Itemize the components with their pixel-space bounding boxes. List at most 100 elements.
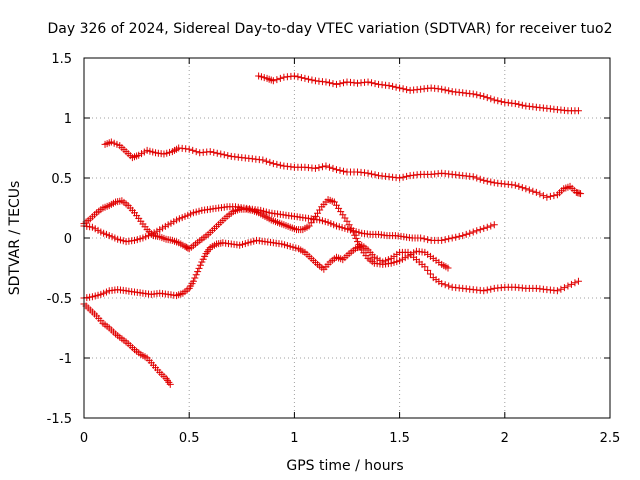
data-point xyxy=(184,244,192,252)
data-point xyxy=(473,227,481,235)
data-point xyxy=(259,156,267,164)
data-point xyxy=(490,221,498,229)
data-point xyxy=(189,146,197,154)
data-point xyxy=(473,91,481,99)
data-point xyxy=(473,174,481,182)
data-point xyxy=(269,77,277,85)
data-point xyxy=(426,270,434,278)
data-point xyxy=(385,82,393,90)
data-point xyxy=(336,80,344,88)
data-point xyxy=(308,76,316,84)
data-point xyxy=(497,98,505,106)
data-point xyxy=(494,97,502,105)
data-point xyxy=(532,188,540,196)
data-point xyxy=(445,87,453,95)
series-arc-5 xyxy=(80,236,582,302)
data-point xyxy=(480,92,488,100)
y-axis-label: SDTVAR / TECUs xyxy=(7,181,23,296)
y-tick-label: 1 xyxy=(64,112,72,127)
data-point xyxy=(417,234,425,242)
data-point xyxy=(399,173,407,181)
x-tick-label: 1.5 xyxy=(389,431,410,446)
data-point xyxy=(297,74,305,82)
data-point xyxy=(399,85,407,93)
data-point xyxy=(577,190,585,198)
data-point xyxy=(304,75,312,83)
data-point xyxy=(518,184,526,192)
series-arc-2 xyxy=(101,138,585,201)
data-point xyxy=(567,280,575,288)
data-point xyxy=(371,171,379,179)
data-point xyxy=(550,192,558,200)
data-point xyxy=(469,228,477,236)
data-point xyxy=(318,163,326,171)
data-point xyxy=(371,80,379,88)
data-point xyxy=(529,187,537,195)
data-point xyxy=(276,74,284,82)
data-point xyxy=(290,72,298,80)
data-point xyxy=(445,235,453,243)
data-point xyxy=(518,101,526,109)
data-point xyxy=(441,281,449,289)
data-point xyxy=(536,190,544,198)
x-tick-label: 0 xyxy=(80,431,88,446)
data-point xyxy=(403,172,411,180)
data-point xyxy=(487,178,495,186)
data-point xyxy=(441,86,449,94)
data-point xyxy=(483,223,491,231)
data-point xyxy=(269,160,277,168)
data-point xyxy=(469,173,477,181)
data-point xyxy=(420,235,428,243)
data-point xyxy=(543,193,551,201)
data-point xyxy=(487,285,495,293)
y-tick-label: -1 xyxy=(59,352,72,367)
y-tick-label: -1.5 xyxy=(47,412,72,427)
data-point xyxy=(329,80,337,88)
data-point xyxy=(196,261,204,269)
data-point xyxy=(522,185,530,193)
data-point xyxy=(441,236,449,244)
gridlines xyxy=(83,57,611,419)
data-point xyxy=(294,73,302,81)
data-point xyxy=(332,80,340,88)
data-point xyxy=(539,192,547,200)
data-point xyxy=(445,282,453,290)
data-point xyxy=(574,107,582,115)
data-point xyxy=(191,274,199,282)
tick-labels: 0 0.5 1 1.5 2 2.5 -1.5 -1 -0.5 0 0.5 1 1.5 xyxy=(47,52,621,446)
data-point xyxy=(487,95,495,103)
data-point xyxy=(189,277,197,285)
data-point xyxy=(452,233,460,241)
data-point xyxy=(476,92,484,100)
data-point xyxy=(192,271,200,279)
data-point xyxy=(273,76,281,84)
data-point xyxy=(483,286,491,294)
data-point xyxy=(339,79,347,87)
data-point xyxy=(192,148,200,156)
data-point xyxy=(546,192,554,200)
data-point xyxy=(266,158,274,166)
data-point xyxy=(368,170,376,178)
data-point xyxy=(220,151,228,159)
y-tick-label: 0 xyxy=(64,232,72,247)
data-point xyxy=(325,163,333,171)
data-point xyxy=(480,176,488,184)
data-point xyxy=(396,84,404,92)
data-point xyxy=(476,226,484,234)
data-point xyxy=(466,229,474,237)
chart-title: Day 326 of 2024, Sidereal Day-to-day VTE… xyxy=(47,21,612,37)
data-point xyxy=(564,282,572,290)
data-point xyxy=(349,228,357,236)
data-point xyxy=(322,78,330,86)
data-point xyxy=(455,232,463,240)
x-tick-label: 2 xyxy=(501,431,509,446)
data-point xyxy=(276,161,284,169)
data-point xyxy=(553,287,561,295)
data-point xyxy=(364,78,372,86)
data-point xyxy=(322,162,330,170)
data-point xyxy=(560,284,568,292)
x-tick-label: 2.5 xyxy=(600,431,621,446)
data-point xyxy=(389,82,397,90)
data-point xyxy=(194,268,202,276)
